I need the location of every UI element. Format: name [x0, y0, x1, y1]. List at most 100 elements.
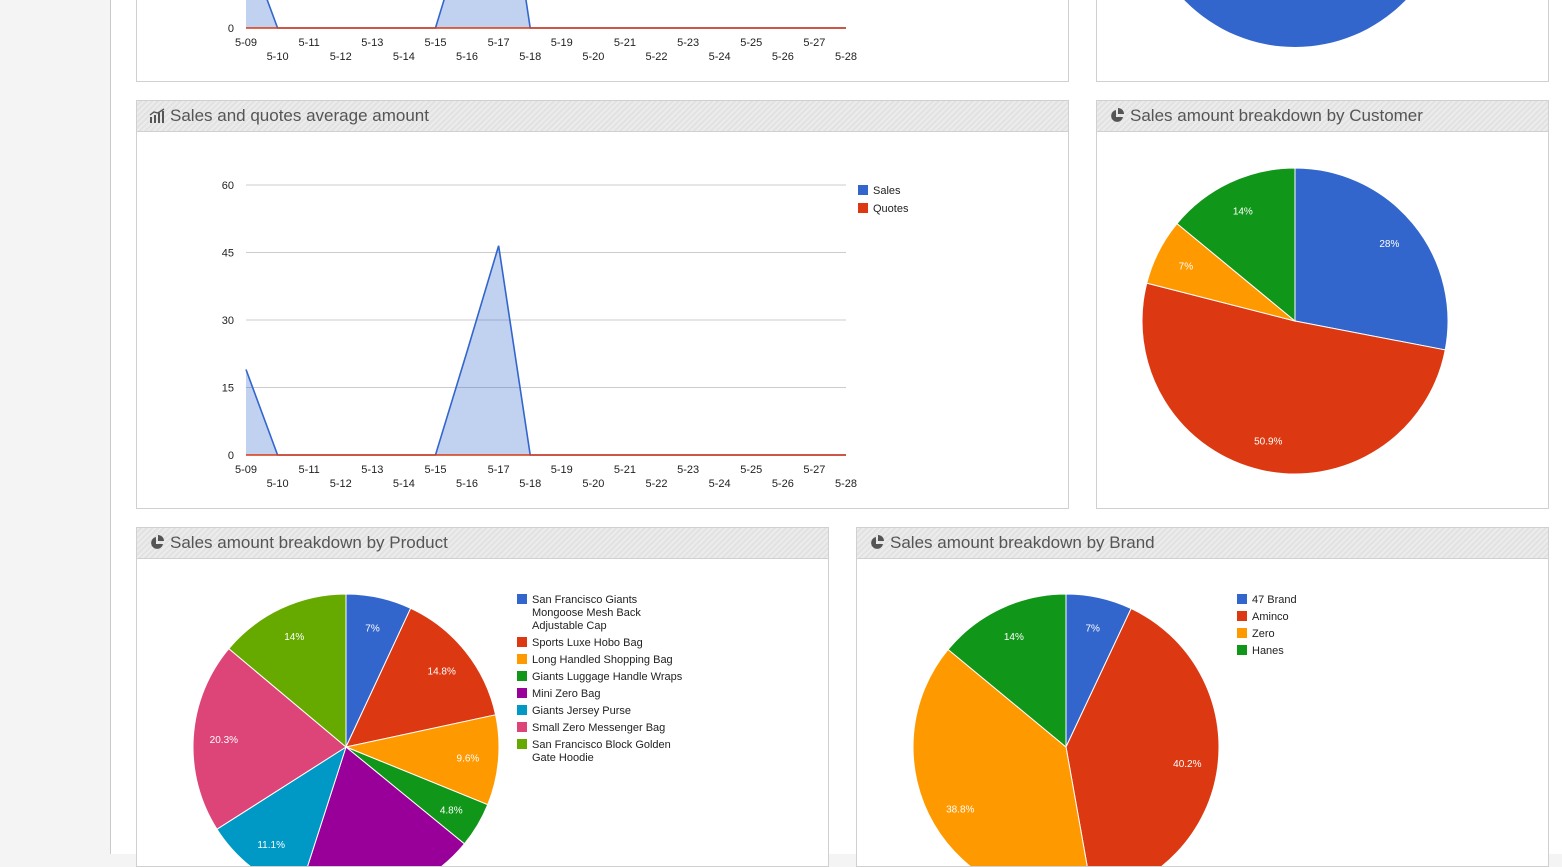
legend-label-line: Giants Luggage Handle Wraps: [532, 671, 683, 683]
x-tick-label: 5-18: [519, 478, 541, 490]
x-tick-label: 5-27: [803, 464, 825, 476]
legend-label: San Francisco Giants Mongoose Mesh Back Ad…: [532, 594, 641, 632]
legend-label-line: Adjustable Cap: [532, 620, 607, 632]
top-line-chart: 05-09 5-10 5-11 5-12 5-13 5-14 5-15 5-16 5-17 5-1…: [228, 0, 857, 63]
pie-slice: [1141, 282, 1446, 475]
x-tick-label: 5-13: [361, 464, 383, 476]
x-tick-label: 5-09: [235, 464, 257, 476]
x-tick-label: 5-15: [424, 464, 446, 476]
x-tick-label: 5-21: [614, 37, 636, 49]
pie-chart-icon: [871, 535, 884, 549]
legend-label: Giants Jersey Purse: [532, 705, 631, 717]
legend-swatch: [517, 705, 527, 715]
panel-title: Sales amount breakdown by Brand: [890, 533, 1155, 552]
sales-area: [246, 0, 846, 28]
x-tick-label: 5-27: [803, 37, 825, 49]
legend-label: Sales: [873, 185, 901, 197]
legend-swatch: [858, 185, 868, 195]
legend-label: Hanes: [1252, 645, 1284, 657]
x-tick-label: 5-13: [361, 37, 383, 49]
x-tick-label: 5-14: [393, 51, 415, 63]
y-tick-label: 15: [222, 383, 234, 395]
legend-label-line: Mongoose Mesh Back: [532, 607, 641, 619]
sales-area: [246, 245, 846, 455]
pie-slice-label: 7%: [1179, 262, 1194, 273]
y-tick-label: 0: [228, 450, 234, 462]
panel-top-pie: [1096, 0, 1549, 82]
pie-slice: [192, 647, 347, 830]
legend-swatch: [1237, 628, 1247, 638]
legend-label: Long Handled Shopping Bag: [532, 654, 673, 666]
x-tick-label: 5-15: [424, 37, 446, 49]
x-tick-label: 5-25: [740, 37, 762, 49]
y-tick-label: 60: [222, 180, 234, 192]
panel-title: Sales amount breakdown by Product: [170, 533, 448, 552]
pie-slice: [912, 648, 1088, 866]
panel-header: Sales amount breakdown by Product: [137, 528, 828, 559]
panel-avg-amount: Sales and quotes average amount 0 15 30 45 6…: [136, 100, 1069, 509]
legend-label-line: San Francisco Block Golden: [532, 739, 671, 751]
legend-label-line: Aminco: [1252, 611, 1289, 623]
y-tick-label: 45: [222, 248, 234, 260]
pie-slice-label: 7%: [365, 624, 380, 635]
x-tick-label: 5-11: [299, 37, 320, 49]
legend-swatch: [517, 594, 527, 604]
legend-label-line: Mini Zero Bag: [532, 688, 600, 700]
x-tick-label: 5-17: [488, 37, 510, 49]
x-tick-label: 5-19: [551, 37, 573, 49]
x-tick-label: 5-23: [677, 464, 699, 476]
x-tick-label: 5-10: [267, 51, 289, 63]
x-tick-label: 5-28: [835, 478, 857, 490]
pie-slice-label: 50.9%: [1254, 436, 1282, 447]
pie-slice-label: 14%: [1004, 632, 1024, 643]
legend-label-line: Long Handled Shopping Bag: [532, 654, 673, 666]
x-tick-label: 5-20: [582, 478, 604, 490]
legend-label-line: Zero: [1252, 628, 1275, 640]
x-tick-label: 5-09: [235, 37, 257, 49]
pie-slice: [216, 745, 347, 866]
top-pie-chart: [1184, 0, 1406, 47]
legend-label: Aminco: [1252, 611, 1289, 623]
x-tick-label: 5-24: [709, 478, 731, 490]
y-tick-label: 30: [222, 315, 234, 327]
x-tick-label: 5-18: [519, 51, 541, 63]
pie-slice: [345, 607, 497, 748]
legend-swatch: [517, 637, 527, 647]
x-tick-label: 5-24: [709, 51, 731, 63]
legend-swatch: [858, 203, 868, 213]
legend-label: Giants Luggage Handle Wraps: [532, 671, 683, 683]
panel-header: Sales amount breakdown by Brand: [857, 528, 1548, 559]
pie-slice: [947, 593, 1067, 749]
legend-swatch: [517, 722, 527, 732]
x-tick-label: 5-12: [330, 478, 352, 490]
legend-label: 47 Brand: [1252, 594, 1297, 606]
x-tick-label: 5-26: [772, 478, 794, 490]
panel-brand-breakdown: Sales amount breakdown by Brand 7% 40.2% 3…: [856, 527, 1549, 867]
legend-label: San Francisco Block Golden Gate Hoodie: [532, 739, 671, 764]
pie-slice-label: 14.8%: [428, 667, 456, 678]
product-pie-chart: 7% 14.8% 9.6% 4.8% 11.1% 20.3% 14% San Francisc…: [192, 593, 683, 866]
x-tick-label: 5-25: [740, 464, 762, 476]
pie-slice: [228, 593, 347, 749]
legend-label: Small Zero Messenger Bag: [532, 722, 665, 734]
pie-slice: [1294, 167, 1449, 351]
pie-slice-label: 7%: [1085, 624, 1100, 635]
dashboard-main: 0 5-09 5-10 5-11 5-12 5-13 5-14 5-15 5-16 5-17 5-1…: [111, 0, 1562, 867]
pie-slice-label: 28%: [1379, 239, 1399, 250]
panel-header: Sales and quotes average amount: [137, 101, 1068, 132]
pie-slice-label: 14%: [1233, 206, 1253, 217]
legend-label-line: San Francisco Giants: [532, 594, 638, 606]
x-tick-label: 5-26: [772, 51, 794, 63]
x-tick-label: 5-21: [614, 464, 636, 476]
pie-slice-label: 20.3%: [210, 735, 238, 746]
pie-slice: [344, 714, 500, 806]
pie-slice-label: 38.8%: [946, 805, 974, 816]
line-chart-icon: [149, 108, 165, 123]
pie-slice-label: 40.2%: [1173, 759, 1201, 770]
x-tick-label: 5-16: [456, 51, 478, 63]
x-tick-label: 5-17: [488, 464, 510, 476]
x-tick-label: 5-20: [582, 51, 604, 63]
legend-label-line: 47 Brand: [1252, 594, 1297, 606]
legend-swatch: [1237, 611, 1247, 621]
customer-pie-chart: 28% 50.9% 7% 14%: [1141, 167, 1449, 475]
